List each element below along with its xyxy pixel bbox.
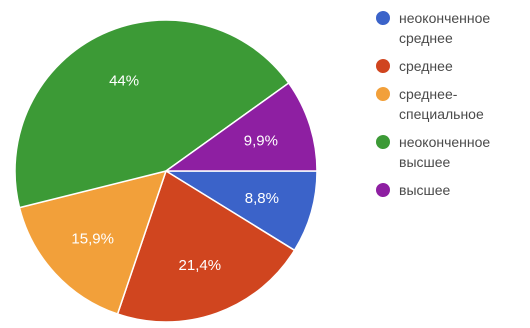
legend-label: высшее — [399, 182, 451, 198]
pie-slice — [116, 169, 296, 323]
legend-item-secondary: среднее — [376, 56, 526, 76]
legend-swatch — [376, 183, 390, 197]
legend-swatch — [376, 11, 390, 25]
pie-slice — [163, 170, 318, 252]
slice-value-label: 9,9% — [244, 133, 278, 150]
legend-label: неоконченное высшее — [399, 134, 491, 170]
legend-item-incomplete-secondary: неоконченное среднее — [376, 8, 526, 48]
legend-swatch — [376, 87, 390, 101]
legend-label: среднее — [399, 58, 453, 74]
pie-slice — [18, 169, 168, 315]
slice-value-label: 15,9% — [71, 231, 114, 248]
pie-slice — [14, 19, 290, 209]
legend: неоконченное среднее среднее среднее- сп… — [376, 8, 526, 208]
legend-swatch — [376, 135, 390, 149]
slice-value-label: 44% — [109, 73, 139, 90]
legend-item-vocational: среднее- специальное — [376, 84, 526, 124]
legend-label: неоконченное среднее — [399, 10, 491, 46]
slice-value-label: 21,4% — [179, 257, 222, 274]
legend-label: среднее- специальное — [399, 86, 484, 122]
legend-swatch — [376, 59, 390, 73]
legend-item-incomplete-higher: неоконченное высшее — [376, 132, 526, 172]
pie-slice — [163, 81, 318, 172]
slice-value-label: 8,8% — [245, 190, 279, 207]
legend-item-higher: высшее — [376, 180, 526, 200]
